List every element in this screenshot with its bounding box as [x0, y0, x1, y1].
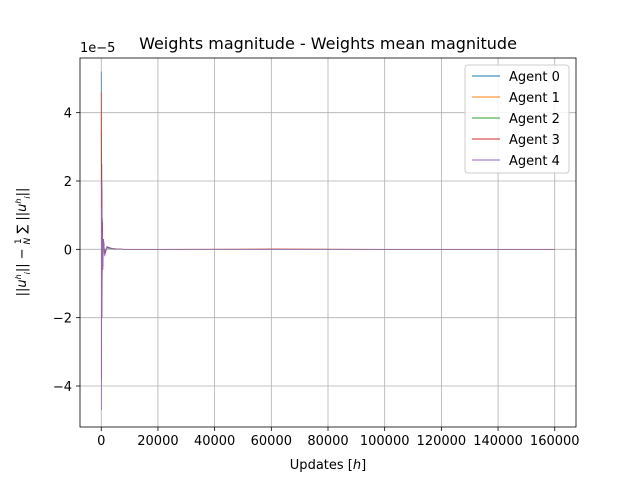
- y-tick-label: 4: [64, 107, 72, 122]
- x-tick-label: 60000: [251, 434, 292, 449]
- svg-text:||uhi|| − 1N ∑ ||uhi||: ||uhi|| − 1N ∑ ||uhi||: [14, 188, 33, 297]
- legend-box: [464, 64, 570, 174]
- series-line-agent-4: [100, 180, 555, 410]
- x-tick-label: 120000: [417, 434, 467, 449]
- series-layer: [100, 71, 555, 410]
- x-tick-label: 140000: [473, 434, 523, 449]
- legend-label-agent-3: Agent 3: [509, 133, 560, 148]
- legend-label-agent-2: Agent 2: [509, 112, 560, 127]
- y-tick-label: 0: [64, 243, 72, 258]
- ticks: 0 20000 40000 60000 80000 100000 120000 140000 1…: [53, 107, 580, 449]
- legend-label-agent-1: Agent 1: [509, 91, 560, 106]
- legend-label-agent-4: Agent 4: [509, 154, 560, 169]
- y-offset-label: 1e−5: [80, 41, 115, 56]
- x-tick-label: 0: [97, 434, 105, 449]
- legend-label-agent-0: Agent 0: [509, 70, 560, 85]
- y-tick-label: 2: [64, 175, 72, 190]
- y-tick-label: −4: [53, 380, 72, 395]
- x-tick-label: 100000: [360, 434, 410, 449]
- x-tick-label: 40000: [194, 434, 235, 449]
- legend: Agent 0 Agent 1 Agent 2 Agent 3 Agent 4: [464, 64, 570, 174]
- y-tick-label: −2: [53, 312, 72, 327]
- chart-title: Weights magnitude - Weights mean magnitu…: [139, 34, 517, 53]
- x-tick-label: 80000: [307, 434, 348, 449]
- x-axis-title: Updates [h]: [290, 458, 366, 473]
- x-tick-label: 160000: [530, 434, 580, 449]
- y-axis-title: ||uhi|| − 1N ∑ ||uhi||: [14, 188, 33, 297]
- x-tick-label: 20000: [137, 434, 178, 449]
